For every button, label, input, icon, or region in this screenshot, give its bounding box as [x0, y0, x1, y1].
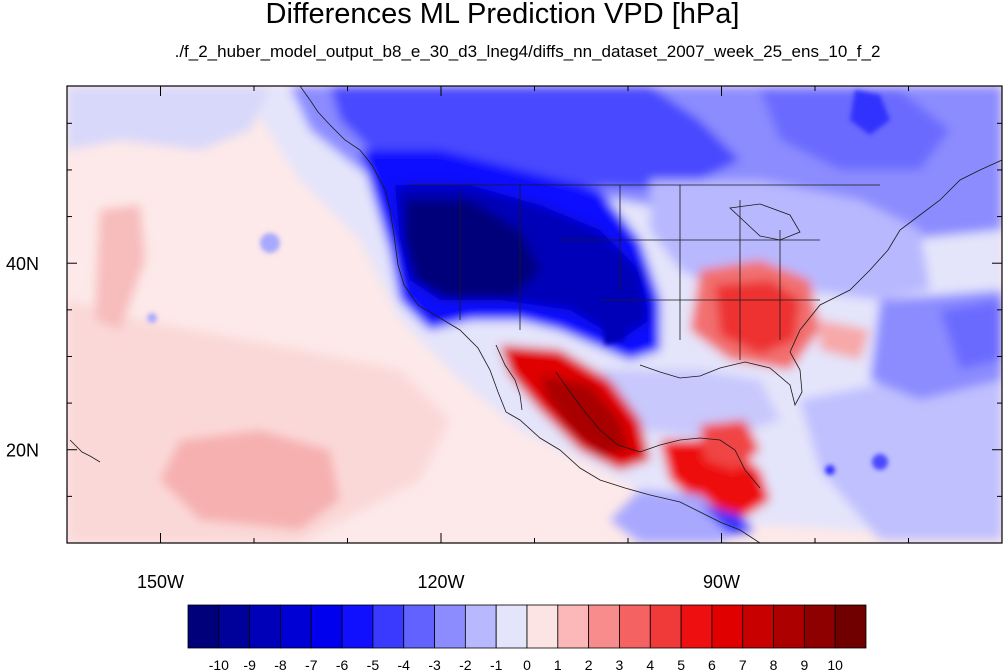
colorbar-label: 0 [523, 657, 531, 672]
colorbar-label: 2 [585, 657, 593, 672]
colorbar-label: -10 [209, 657, 229, 672]
colorbar-label: 3 [616, 657, 624, 672]
colorbar-swatch [649, 604, 682, 649]
colorbar-swatch [588, 604, 620, 649]
colorbar-label: -1 [490, 657, 503, 672]
atlantic-coastline [639, 159, 1002, 407]
colorbar-label: -8 [274, 657, 287, 672]
colorbar-label: -6 [336, 657, 349, 672]
pacific-coastline [299, 86, 761, 543]
colorbar-swatch [711, 604, 744, 649]
chart-title: Differences ML Prediction VPD [hPa] [265, 0, 740, 30]
colorbar-label: -5 [367, 657, 380, 672]
colorbar-swatch [526, 604, 559, 649]
gulf-coastline-mx [555, 371, 761, 489]
axis-tick-labels: 150W 120W 90W 20N 40N [6, 254, 740, 592]
hawaii-islands [69, 439, 101, 463]
colorbar-swatch [619, 604, 651, 649]
y-tick-label: 20N [6, 441, 39, 461]
colorbar-swatch [803, 604, 836, 649]
colorbar-swatch [187, 604, 220, 649]
colorbar-label: -9 [243, 657, 256, 672]
colorbar-label: 7 [739, 657, 747, 672]
colorbar-swatch [773, 604, 805, 649]
colorbar-label: 4 [646, 657, 654, 672]
colorbar: -10 -9 -8 -7 -6 -5 -4 -3 -2 -1 0 1 2 3 4 5 6 7 8 9 10 [187, 604, 867, 672]
colorbar-swatch [834, 604, 867, 649]
chart-subtitle: ./f_2_huber_model_output_b8_e_30_d3_lneg… [174, 42, 881, 61]
colorbar-swatch [742, 604, 774, 649]
colorbar-swatch [434, 604, 466, 649]
x-tick-label: 150W [137, 572, 184, 592]
colorbar-swatch [341, 604, 374, 649]
x-tick-label: 120W [417, 572, 464, 592]
colorbar-label: 10 [827, 657, 843, 672]
map-lines [69, 86, 1002, 543]
baja-coastline [495, 344, 523, 411]
colorbar-label: 1 [554, 657, 562, 672]
colorbar-swatch [495, 604, 528, 649]
colorbar-label: 8 [770, 657, 778, 672]
colorbar-label: 9 [800, 657, 808, 672]
colorbar-label: -4 [398, 657, 411, 672]
colorbar-swatch [372, 604, 405, 649]
y-tick-label: 40N [6, 254, 39, 274]
x-tick-label: 90W [703, 572, 740, 592]
colorbar-swatch [680, 604, 713, 649]
colorbar-swatch [249, 604, 281, 649]
state-borders [459, 185, 820, 360]
colorbar-label: -2 [459, 657, 472, 672]
colorbar-swatch [310, 604, 343, 649]
map-field [67, 86, 1002, 543]
colorbar-swatch [464, 604, 497, 649]
colorbar-swatch [218, 604, 251, 649]
colorbar-swatch [403, 604, 435, 649]
colorbar-label: 6 [708, 657, 716, 672]
colorbar-label: -7 [305, 657, 318, 672]
great-lakes [729, 203, 801, 241]
field-caribbean [800, 370, 1002, 540]
axis-ticks [66, 86, 1003, 544]
colorbar-label: 5 [677, 657, 685, 672]
colorbar-swatch [280, 604, 312, 649]
colorbar-swatch [557, 604, 590, 649]
colorbar-label: -3 [428, 657, 441, 672]
